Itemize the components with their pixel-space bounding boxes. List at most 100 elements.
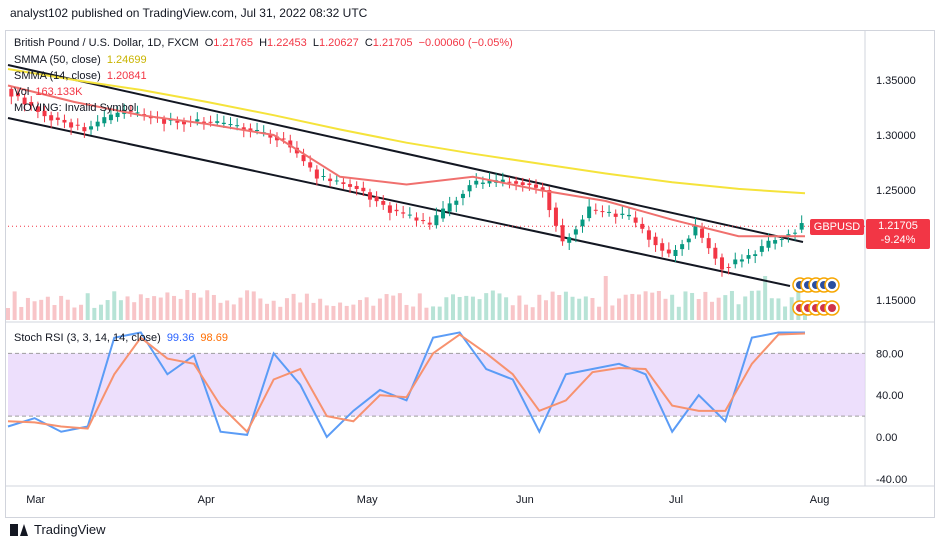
candle-body [553, 207, 558, 226]
volume-bar [251, 291, 256, 320]
volume-bar [550, 291, 555, 320]
volume-bar [504, 297, 509, 320]
volume-bar [205, 290, 210, 320]
volume-bar [749, 290, 754, 320]
candle-body [387, 205, 392, 213]
candle-body [779, 239, 784, 241]
time-tick-label: Apr [198, 494, 215, 506]
candle-body [421, 220, 426, 222]
smma50-line [7, 68, 806, 195]
smma50-legend[interactable]: SMMA (50, close) 1.24699 [14, 54, 150, 66]
candle-body [354, 185, 359, 189]
candle-body [746, 255, 751, 259]
candle-body [567, 237, 572, 243]
volume-bar [457, 296, 462, 320]
smma14-legend[interactable]: SMMA (14, close) 1.20841 [14, 70, 150, 82]
candle-body [640, 223, 645, 229]
symbol-legend: British Pound / U.S. Dollar, 1D, FXCM O1… [14, 37, 516, 49]
smma14-line [7, 84, 805, 238]
volume-bar [165, 292, 170, 320]
volume-bar [729, 290, 734, 320]
candle-body [507, 181, 512, 183]
volume-bar [211, 294, 216, 320]
candle-body [55, 117, 60, 120]
volume-bar [145, 297, 150, 320]
volume-bar [437, 306, 442, 320]
candle-body [175, 120, 180, 123]
candle-body [607, 211, 612, 213]
candle-body [514, 181, 519, 184]
volume-bar [716, 297, 721, 320]
volume-bar [65, 299, 70, 320]
candle-body [686, 238, 691, 243]
volume-bar [172, 295, 177, 320]
volume-bar [218, 302, 223, 320]
volume-bar [610, 305, 615, 320]
upper-trend-line [7, 64, 804, 243]
high-label: H [259, 37, 268, 49]
volume-bar [696, 299, 701, 320]
volume-bar [85, 293, 90, 320]
candle-body [447, 203, 452, 212]
volume-bar [105, 300, 110, 320]
candle-body [626, 214, 631, 217]
candle-body [680, 244, 685, 250]
volume-bar [271, 300, 276, 320]
volume-bar [178, 298, 183, 320]
volume-bar [484, 293, 489, 320]
volume-bar [630, 293, 635, 320]
footer-brand[interactable]: TradingView [10, 522, 106, 537]
candle-body [248, 128, 253, 132]
volume-bar [72, 307, 77, 320]
candle-body [22, 97, 27, 105]
candle-body [653, 236, 658, 246]
close-label: C [364, 37, 373, 49]
event-flag-inner-icon [828, 281, 836, 289]
volume-bar [424, 307, 429, 320]
time-tick-label: May [357, 494, 378, 506]
candle-body [334, 180, 339, 182]
moving-legend[interactable]: MOVING: Invalid Symbol [14, 102, 139, 114]
volume-value: 163.133K [35, 86, 83, 98]
volume-legend[interactable]: Vol 163.133K [14, 86, 85, 98]
candle-body [753, 254, 758, 256]
volume-bar [125, 296, 130, 320]
time-tick-label: Aug [810, 494, 830, 506]
candle-body [314, 169, 319, 179]
candle-body [527, 183, 532, 186]
ticker-symbol-label: GBPUSD [810, 219, 864, 235]
candle-body [42, 110, 47, 117]
volume-bar [703, 291, 708, 320]
stoch-k-line [7, 331, 805, 439]
smma50-value: 1.24699 [106, 54, 147, 66]
candle-body [467, 185, 472, 192]
volume-bar [417, 293, 422, 320]
volume-bar [676, 306, 681, 320]
volume-bar [450, 294, 455, 320]
smma50-label: SMMA (50, close) [14, 54, 101, 66]
candle-body [593, 209, 598, 211]
symbol-title: British Pound / U.S. Dollar, 1D, FXCM [14, 37, 199, 49]
volume-bar [597, 306, 602, 320]
volume-bar [776, 298, 781, 320]
volume-bar [364, 297, 369, 320]
volume-bar [563, 291, 568, 320]
volume-bar [225, 300, 230, 320]
volume-bar [763, 276, 768, 320]
stoch-legend[interactable]: Stoch RSI (3, 3, 14, 14, close) 99.36 98… [14, 332, 231, 344]
volume-bar [736, 304, 741, 320]
volume-bar [769, 298, 774, 320]
candle-body [301, 155, 306, 162]
candle-body [108, 114, 113, 121]
volume-bar [510, 305, 515, 320]
volume-bar [138, 294, 143, 320]
volume-bar [464, 295, 469, 320]
candle-body [600, 211, 605, 213]
candle-body [766, 240, 771, 248]
volume-bar [690, 292, 695, 320]
volume-bar [191, 292, 196, 320]
tradingview-logo-icon [10, 523, 28, 536]
candle-body [500, 179, 505, 183]
candle-body [208, 121, 213, 123]
